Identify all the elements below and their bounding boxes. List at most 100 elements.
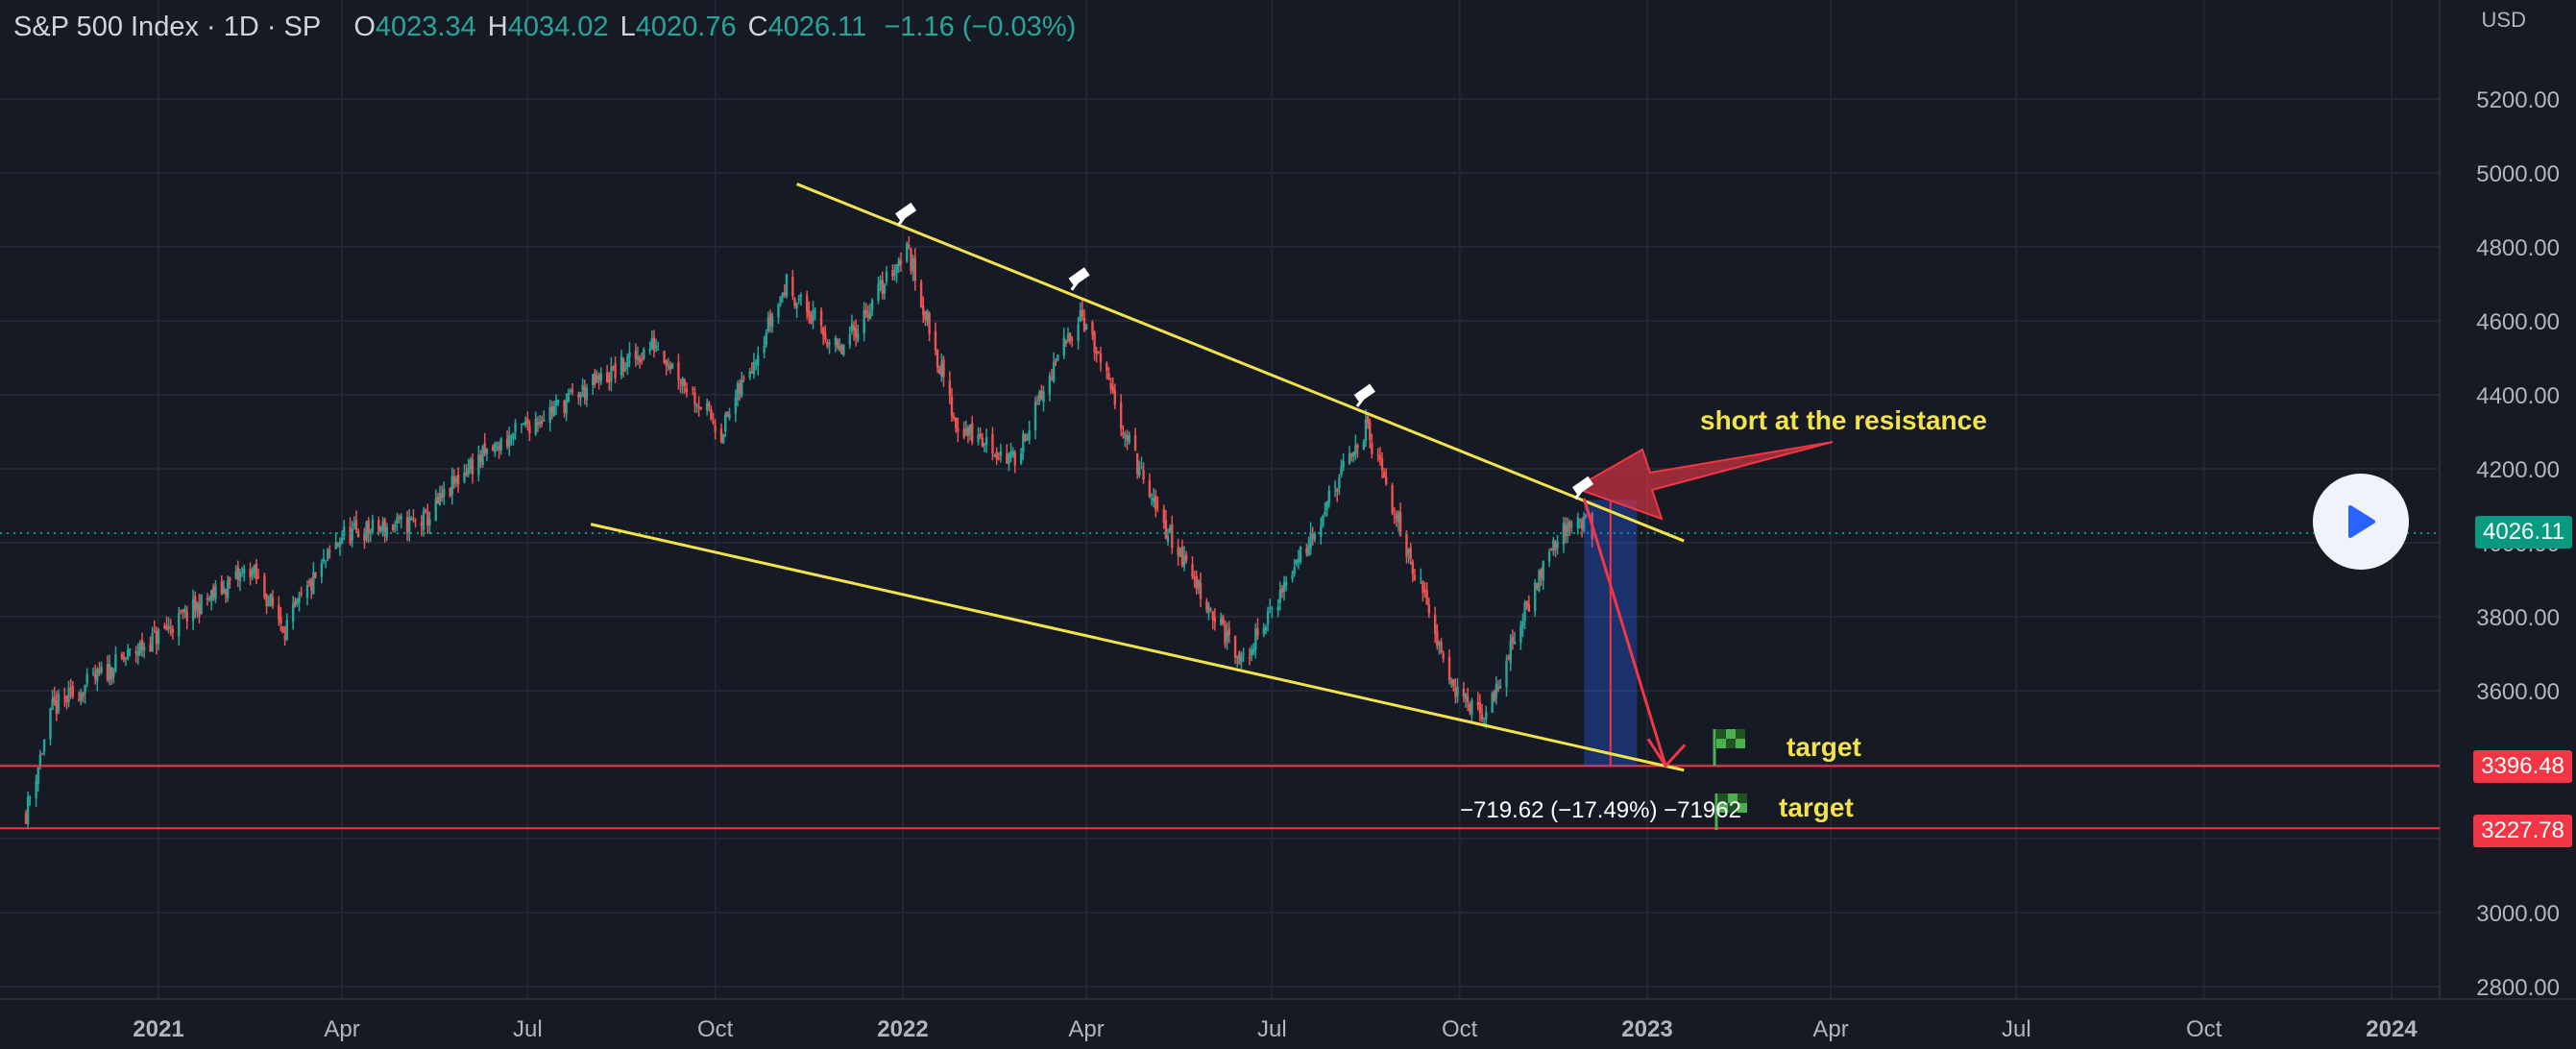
x-tick-label: 2022	[877, 1016, 928, 1042]
candle-body	[1199, 582, 1203, 599]
candle-body	[638, 357, 642, 363]
target-2-label[interactable]: target	[1779, 793, 1854, 822]
candle-body	[365, 522, 368, 541]
short-note[interactable]: short at the resistance	[1700, 405, 1987, 435]
candle-body	[970, 423, 974, 443]
candle-body	[124, 658, 128, 660]
candle-body	[984, 437, 988, 446]
candle-body	[1433, 614, 1437, 634]
candle-body	[1271, 608, 1274, 610]
candle-body	[85, 673, 88, 684]
candle-body	[699, 406, 702, 409]
candle-body	[1220, 618, 1223, 624]
candle-body	[726, 412, 729, 417]
candle-body	[1278, 589, 1282, 603]
candle-body	[908, 245, 911, 247]
candle-body	[942, 359, 945, 378]
candle-body	[420, 522, 424, 526]
candle-body	[536, 422, 540, 426]
candle-body	[926, 310, 929, 323]
candle-body	[36, 768, 39, 785]
candle-body	[38, 754, 42, 768]
candle-body	[1507, 657, 1510, 660]
candle-body	[597, 375, 600, 380]
candle-body	[1440, 642, 1443, 653]
y-tick-label: 4600.00	[2476, 309, 2560, 335]
candle-body	[1238, 652, 1241, 664]
candle-body	[1268, 607, 1272, 609]
candle-body	[1091, 322, 1094, 335]
candle-body	[381, 522, 384, 531]
candle-body	[108, 663, 111, 681]
plot-area	[0, 0, 2576, 1000]
candle-body	[626, 356, 629, 368]
candle-body	[1423, 589, 1426, 592]
candle-body	[356, 530, 360, 538]
candle-body	[881, 280, 884, 295]
candle-body	[667, 364, 670, 366]
candle-body	[750, 372, 754, 374]
candle-body	[307, 581, 311, 583]
time-axis: 2021 Apr Jul Oct 2022 Apr Jul Oct 2023 Apr Jul Oct 2…	[133, 1016, 2418, 1042]
candle-body	[585, 387, 589, 401]
candle-body	[120, 654, 123, 658]
candle-body	[434, 499, 437, 522]
candle-body	[98, 670, 101, 672]
candle-body	[1254, 628, 1257, 650]
candle-body	[514, 423, 517, 432]
candle-body	[436, 497, 440, 504]
candle-body	[334, 542, 337, 549]
candle-body	[1395, 516, 1398, 519]
candle-body	[594, 372, 596, 385]
candle-body	[1236, 655, 1239, 658]
candle-body	[106, 664, 109, 680]
candle-body	[294, 601, 297, 605]
candle-body	[754, 362, 758, 364]
candle-body	[1521, 622, 1524, 627]
y-tick-label: 4400.00	[2476, 383, 2560, 409]
candle-body	[1282, 582, 1286, 593]
candle-body	[721, 434, 725, 444]
measure-label: −719.62 (−17.49%) −71962	[1460, 797, 1741, 823]
candle-body	[407, 517, 411, 534]
candle-body	[1177, 546, 1179, 556]
candle-body	[1150, 498, 1154, 500]
candle-body	[866, 314, 870, 318]
candle-body	[1048, 376, 1052, 395]
candle-body	[1013, 451, 1016, 466]
candle-body	[734, 397, 738, 413]
candle-body	[1071, 339, 1074, 341]
candle-body	[1052, 362, 1056, 382]
candle-body	[1038, 391, 1041, 402]
candle-body	[550, 406, 553, 414]
candle-body	[770, 316, 774, 328]
candle-body	[783, 292, 787, 295]
candle-body	[877, 283, 880, 302]
target-1-label[interactable]: target	[1786, 732, 1861, 762]
candle-body	[1438, 642, 1441, 645]
candle-body	[962, 429, 965, 438]
candle-body	[1478, 701, 1482, 714]
candle-body	[1336, 489, 1339, 492]
candle-body	[1009, 451, 1012, 458]
candle-body	[571, 389, 574, 393]
candle-body	[681, 378, 684, 387]
candle-body	[1311, 532, 1314, 538]
candle-body	[1106, 363, 1108, 372]
candle-body	[363, 533, 366, 542]
candle-body	[1309, 531, 1312, 549]
candle-body	[1391, 484, 1394, 513]
grid	[0, 0, 2440, 999]
candle-body	[142, 646, 146, 651]
candle-body	[879, 280, 882, 285]
candle-body	[300, 593, 303, 596]
candle-body	[1057, 354, 1059, 361]
candle-body	[1534, 582, 1537, 612]
x-tick-label: 2021	[133, 1016, 183, 1042]
play-button[interactable]	[2313, 474, 2409, 570]
candle-body	[1111, 386, 1114, 391]
candle-body	[183, 608, 186, 614]
candle-body	[149, 645, 152, 652]
candle-body	[1482, 718, 1486, 720]
